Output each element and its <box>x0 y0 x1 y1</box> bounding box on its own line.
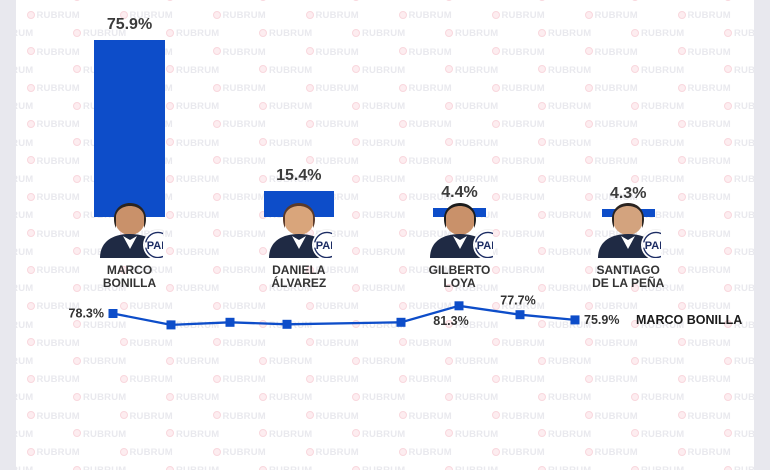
svg-text:75.9%: 75.9% <box>584 313 619 327</box>
svg-text:78.3%: 78.3% <box>69 307 104 321</box>
svg-text:81.3%: 81.3% <box>433 314 468 328</box>
svg-text:MARCO BONILLA: MARCO BONILLA <box>636 313 742 327</box>
svg-text:77.7%: 77.7% <box>500 294 535 308</box>
